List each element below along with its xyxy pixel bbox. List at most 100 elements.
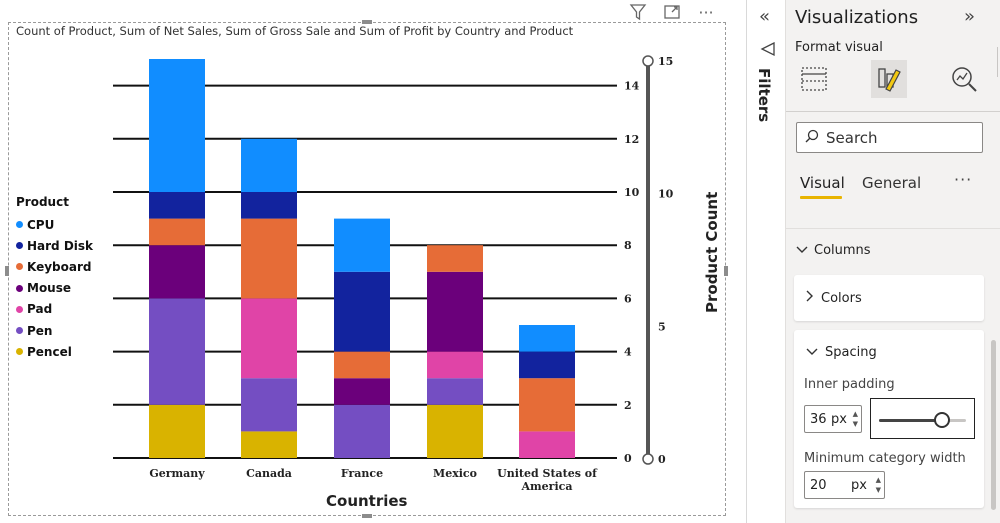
focus-mode-icon[interactable] (662, 2, 682, 22)
legend-label: CPU (27, 217, 55, 232)
legend-marker (16, 305, 23, 313)
bar-segment (427, 378, 483, 405)
filters-pane-icon[interactable] (760, 41, 776, 61)
bar-segment (334, 218, 390, 272)
bar-segment (334, 378, 390, 405)
pane-scrollbar[interactable] (991, 340, 996, 510)
spinner-arrows-icon[interactable]: ▲ ▼ (852, 410, 858, 428)
bar-segment (334, 271, 390, 352)
legend-title: Product (16, 195, 69, 209)
columns-section-header[interactable]: Columns (796, 243, 871, 258)
legend-label: Hard Disk (27, 238, 94, 253)
legend-label: Pad (27, 302, 53, 317)
bar-segment (241, 138, 297, 192)
legend-item[interactable]: CPU (16, 214, 93, 235)
secondary-y-tick-label: 10 (658, 188, 674, 201)
legend-marker (16, 242, 23, 250)
legend-marker (16, 284, 23, 292)
inner-padding-input[interactable]: 36 px ▲ ▼ (804, 405, 862, 433)
resize-handle-left[interactable] (5, 266, 9, 276)
y-tick-label: 8 (624, 239, 632, 252)
filters-pane-collapsed[interactable] (747, 0, 784, 523)
filters-pane-label[interactable]: Filters (755, 68, 773, 123)
pane-edge (997, 47, 1000, 77)
resize-handle-top[interactable] (362, 20, 372, 24)
format-visual-icon[interactable] (871, 60, 907, 98)
y-tick-label: 14 (624, 80, 640, 93)
bar-segment (149, 245, 205, 299)
bar-segment (519, 431, 575, 458)
bar-segment (334, 404, 390, 458)
spacing-section-header[interactable]: Spacing (806, 345, 877, 360)
legend-item[interactable]: Mouse (16, 278, 93, 299)
min-category-width-unit: px (851, 478, 867, 493)
bar-segment (149, 192, 205, 219)
y-tick-label: 6 (624, 292, 632, 305)
bar-segment (241, 378, 297, 432)
spinner-arrows-icon[interactable]: ▲ ▼ (875, 476, 881, 494)
legend-marker (16, 221, 23, 229)
resize-handle-bottom[interactable] (362, 514, 372, 518)
search-icon (805, 128, 819, 147)
bar-segment (427, 404, 483, 458)
visualizations-title: Visualizations (795, 7, 919, 28)
legend-item[interactable]: Hard Disk (16, 235, 93, 256)
axis-range-slider-top-handle (642, 55, 654, 67)
slider-fill (879, 419, 942, 422)
spacing-card: Spacing Inner padding 36 px ▲ ▼ Minimum c… (794, 330, 984, 508)
bar-segment (427, 271, 483, 352)
x-tick-label: Mexico (433, 467, 477, 480)
x-axis-title: Countries (326, 492, 408, 510)
pane-divider (746, 0, 747, 523)
legend-item[interactable]: Keyboard (16, 256, 93, 277)
expand-pane-chevron-icon[interactable]: » (964, 6, 976, 27)
legend-label: Pencel (27, 344, 72, 359)
colors-section-header[interactable]: Colors (806, 290, 862, 306)
inner-padding-slider[interactable] (870, 398, 975, 439)
legend-item[interactable]: Pad (16, 299, 93, 320)
search-input[interactable]: Search (796, 122, 983, 153)
legend-item[interactable]: Pen (16, 320, 93, 341)
legend-marker (16, 348, 23, 356)
slider-thumb[interactable] (933, 412, 950, 428)
legend-label: Pen (27, 323, 53, 338)
legend-marker (16, 263, 23, 271)
subtab-separator (786, 228, 1000, 229)
more-options-icon[interactable]: ··· (954, 170, 973, 189)
search-placeholder: Search (826, 128, 878, 147)
bar-segment (149, 59, 205, 192)
active-tab-indicator (800, 196, 842, 199)
format-visual-label: Format visual (795, 40, 883, 55)
x-tick-label: France (341, 467, 383, 480)
colors-card: Colors (794, 275, 984, 321)
more-options-icon[interactable]: ··· (698, 2, 714, 22)
visualizations-pane: Visualizations » Format visual Search Vi… (785, 0, 1000, 523)
axis-range-slider-bottom-handle (642, 453, 654, 465)
bar-segment (149, 218, 205, 246)
filter-icon[interactable] (628, 2, 648, 22)
bar-segment (241, 218, 297, 299)
min-category-width-value: 20 (810, 477, 827, 493)
chart-legend: Product CPU Hard Disk Keyboard Mouse Pad Pen P… (16, 195, 93, 362)
y-tick-label: 2 (624, 399, 632, 412)
tab-visual[interactable]: Visual (800, 174, 845, 192)
resize-handle-right[interactable] (724, 266, 728, 276)
build-visual-icon[interactable] (796, 60, 832, 98)
columns-label: Columns (814, 243, 871, 258)
analytics-icon[interactable] (946, 60, 982, 98)
secondary-y-tick-label: 15 (658, 55, 673, 68)
legend-item[interactable]: Pencel (16, 341, 93, 362)
secondary-y-tick-label: 5 (658, 320, 666, 333)
visualizations-tab-bar (786, 58, 1000, 104)
tab-general[interactable]: General (862, 174, 922, 192)
y-tick-label: 12 (624, 133, 639, 146)
min-category-width-input[interactable]: 20 px ▲ ▼ (804, 471, 885, 499)
secondary-y-axis-title: Product Count (703, 191, 721, 313)
bar-segment (241, 298, 297, 379)
legend-label: Mouse (27, 281, 72, 296)
y-tick-label: 10 (624, 186, 640, 199)
legend-label: Keyboard (27, 259, 92, 274)
inner-padding-unit: px (831, 412, 847, 427)
collapse-filters-chevron-icon[interactable]: « (759, 6, 771, 27)
